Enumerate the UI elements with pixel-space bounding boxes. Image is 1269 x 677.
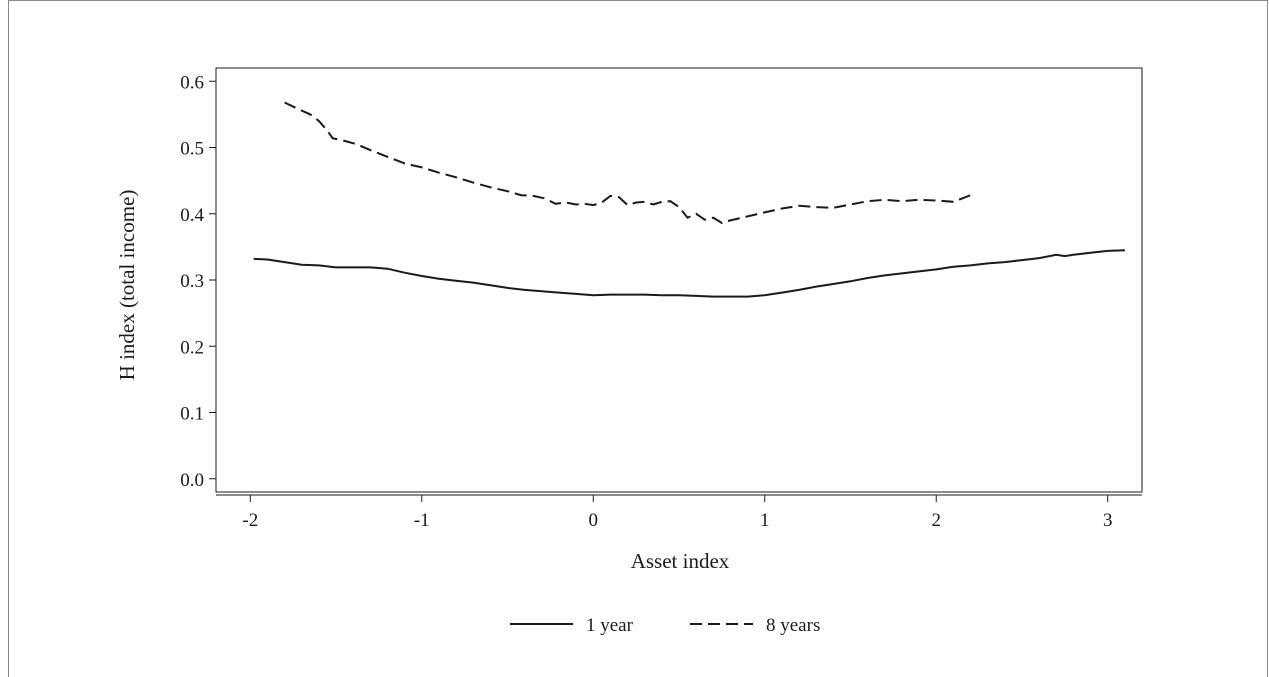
plot-area	[215, 67, 1143, 496]
y-tick-label: 0.3	[180, 271, 204, 292]
y-tick-label: 0.4	[180, 205, 204, 226]
x-tick-label: 2	[931, 510, 941, 531]
y-tick-label: 0.6	[180, 72, 204, 93]
y-tick-label: 0.5	[180, 139, 204, 160]
x-tick-label: 0	[589, 510, 599, 531]
y-axis-label: H index (total income)	[115, 190, 139, 381]
series-line-1	[253, 249, 1125, 298]
x-tick-label: 3	[1103, 510, 1113, 531]
legend: 1 year 8 years	[510, 615, 820, 636]
x-tick-label: 1	[760, 510, 770, 531]
y-tick-label: 0.0	[180, 470, 204, 491]
legend-label-1: 1 year	[586, 615, 634, 636]
x-tick-label: -2	[242, 510, 258, 531]
figure-frame	[8, 0, 1268, 677]
y-tick-label: 0.2	[180, 337, 204, 358]
plot-border	[215, 67, 1143, 493]
y-tick-label: 0.1	[180, 404, 204, 425]
series-layer	[253, 101, 1125, 298]
legend-label-2: 8 years	[766, 615, 820, 636]
y-axis: 0.0 0.1 0.2 0.3 0.4 0.5 0.6	[180, 72, 216, 491]
x-axis-label: Asset index	[631, 549, 730, 573]
x-tick-label: -1	[414, 510, 430, 531]
series-line-2	[284, 101, 975, 225]
x-axis: -2 -1 0 1 2 3	[242, 495, 1112, 531]
